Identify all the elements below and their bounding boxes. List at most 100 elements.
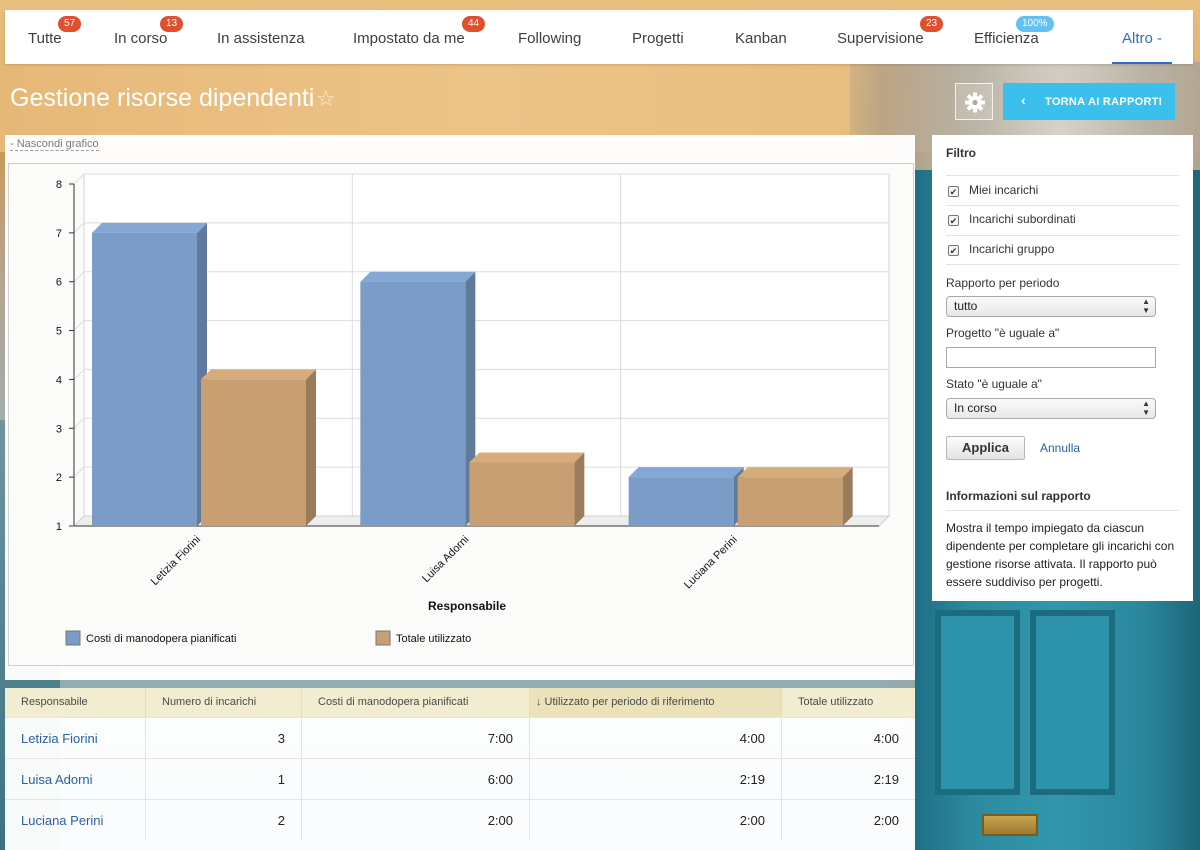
hide-chart-link[interactable]: - Nascondi grafico	[10, 138, 99, 151]
status-label: Stato "è uguale a"	[946, 377, 1042, 391]
checkbox-incarichi-subordinati[interactable]: ✔ Incarichi subordinati	[948, 212, 1076, 226]
tab-label: Progetti	[632, 30, 684, 47]
bar	[628, 477, 734, 526]
chevron-left-icon: ‹	[1021, 92, 1026, 108]
period-select[interactable]: tutto ▲ ▼	[946, 296, 1156, 317]
column-header-costi-pianificati[interactable]: Costi di manodopera pianificati	[302, 688, 530, 717]
gridline	[73, 320, 85, 331]
page-title: Gestione risorse dipendenti	[10, 84, 315, 112]
chart-panel: - Nascondi grafico 1 2 3 4 5 6 7 8 Letizia Fiori…	[5, 135, 915, 680]
table-cell-responsabile[interactable]: Letizia Fiorini	[5, 717, 146, 758]
report-info-text: Mostra il tempo impiegato da ciascun dip…	[946, 521, 1175, 589]
tab-in-corso[interactable]: In corso 13	[114, 10, 184, 64]
tab-impostato-da-me[interactable]: Impostato da me 44	[353, 10, 486, 64]
tab-label: Kanban	[735, 30, 787, 47]
project-input[interactable]	[946, 347, 1156, 368]
x-tick-label: Luciana Perini	[682, 534, 740, 592]
column-header-responsabile[interactable]: Responsabile	[5, 688, 146, 717]
column-header-totale-utilizzato[interactable]: Totale utilizzato	[782, 688, 915, 717]
settings-button[interactable]	[955, 83, 993, 120]
tab-in-assistenza[interactable]: In assistenza	[217, 10, 305, 64]
y-tick-label: 5	[56, 326, 62, 338]
tab-label: Tutte	[28, 30, 62, 47]
tab-supervisione[interactable]: Supervisione 23	[837, 10, 944, 64]
gridline	[73, 222, 85, 234]
period-label: Rapporto per periodo	[946, 276, 1060, 290]
report-table: Responsabile Numero di incarichi Costi d…	[5, 688, 915, 850]
legend-swatch	[375, 630, 391, 646]
divider	[946, 510, 1179, 511]
y-tick-label: 8	[56, 179, 62, 191]
table-cell-responsabile[interactable]: Luisa Adorni	[5, 758, 146, 799]
y-tick-label: 7	[56, 228, 62, 240]
mail-slot	[982, 814, 1038, 836]
legend-label: Costi di manodopera pianificati	[86, 633, 236, 645]
apply-button[interactable]: Applica	[946, 436, 1025, 460]
door-panel	[1030, 610, 1115, 795]
tab-label: Supervisione	[837, 30, 924, 47]
cancel-link[interactable]: Annulla	[1040, 441, 1081, 455]
table-cell: 2:00	[530, 799, 782, 840]
bar	[201, 379, 306, 526]
y-tick-label: 6	[56, 277, 62, 289]
checkbox-label: Incarichi subordinati	[969, 212, 1076, 226]
bar-side	[306, 369, 316, 526]
tab-tutte[interactable]: Tutte 57	[28, 10, 82, 64]
checkbox-incarichi-gruppo[interactable]: ✔ Incarichi gruppo	[948, 242, 1054, 256]
select-arrows-icon: ▲ ▼	[1142, 297, 1150, 315]
checkbox-checked-icon[interactable]: ✔	[948, 245, 959, 256]
x-tick-label: Letizia Fiorini	[149, 534, 203, 588]
bar	[360, 281, 466, 526]
bar-top	[92, 222, 207, 233]
table-cell: 2:19	[782, 758, 915, 799]
bar	[469, 462, 575, 526]
bar-top	[737, 467, 853, 478]
bar-top	[628, 467, 744, 478]
table-cell-responsabile[interactable]: Luciana Perini	[5, 799, 146, 840]
tab-following[interactable]: Following	[518, 10, 581, 64]
status-select[interactable]: In corso ▲ ▼	[946, 398, 1156, 419]
back-button-label: TORNA AI RAPPORTI	[1045, 96, 1163, 108]
table-cell: 4:00	[530, 717, 782, 758]
tab-kanban[interactable]: Kanban	[735, 10, 787, 64]
checkbox-checked-icon[interactable]: ✔	[948, 215, 959, 226]
gridline	[73, 271, 85, 283]
y-tick-label: 3	[56, 423, 62, 435]
door-panel	[935, 610, 1020, 795]
tab-progetti[interactable]: Progetti	[632, 10, 684, 64]
table-cell: 2:00	[782, 799, 915, 840]
column-header-numero-incarichi[interactable]: Numero di incarichi	[146, 688, 302, 717]
table-cell: 3	[146, 717, 302, 758]
checkbox-label: Incarichi gruppo	[969, 242, 1055, 256]
bar-top	[201, 369, 316, 380]
tab-efficienza[interactable]: Efficienza 100%	[974, 10, 1054, 64]
legend-label: Totale utilizzato	[396, 633, 471, 645]
column-header-utilizzato-periodo[interactable]: ↓ Utilizzato per periodo di riferimento	[530, 688, 782, 717]
bar-side	[842, 467, 853, 526]
star-icon[interactable]: ☆	[316, 86, 336, 111]
y-tick-label: 4	[56, 374, 62, 386]
checkbox-label: Miei incarichi	[969, 183, 1039, 197]
x-tick-label: Luisa Adorni	[420, 534, 471, 585]
tab-label: In assistenza	[217, 30, 305, 47]
y-tick-label: 1	[56, 521, 62, 533]
table-cell: 6:00	[302, 758, 530, 799]
tab-label: In corso	[114, 30, 168, 47]
tab-altro[interactable]: Altro -	[1112, 10, 1173, 64]
gridline	[73, 369, 85, 380]
back-to-reports-button[interactable]: ‹ TORNA AI RAPPORTI	[1003, 83, 1175, 120]
legend-swatch	[65, 630, 81, 646]
table-cell: 2:00	[302, 799, 530, 840]
count-badge: 57	[58, 16, 82, 32]
checkbox-checked-icon[interactable]: ✔	[948, 186, 959, 197]
project-label: Progetto "è uguale a"	[946, 326, 1060, 340]
divider	[946, 264, 1179, 265]
tab-label: Efficienza	[974, 30, 1039, 47]
report-info-title: Informazioni sul rapporto	[946, 489, 1091, 503]
table-cell: 2:19	[530, 758, 782, 799]
count-badge: 44	[462, 16, 486, 32]
bar	[737, 477, 843, 526]
checkbox-miei-incarichi[interactable]: ✔ Miei incarichi	[948, 183, 1038, 197]
bar-top	[469, 452, 585, 463]
bar	[92, 232, 197, 526]
